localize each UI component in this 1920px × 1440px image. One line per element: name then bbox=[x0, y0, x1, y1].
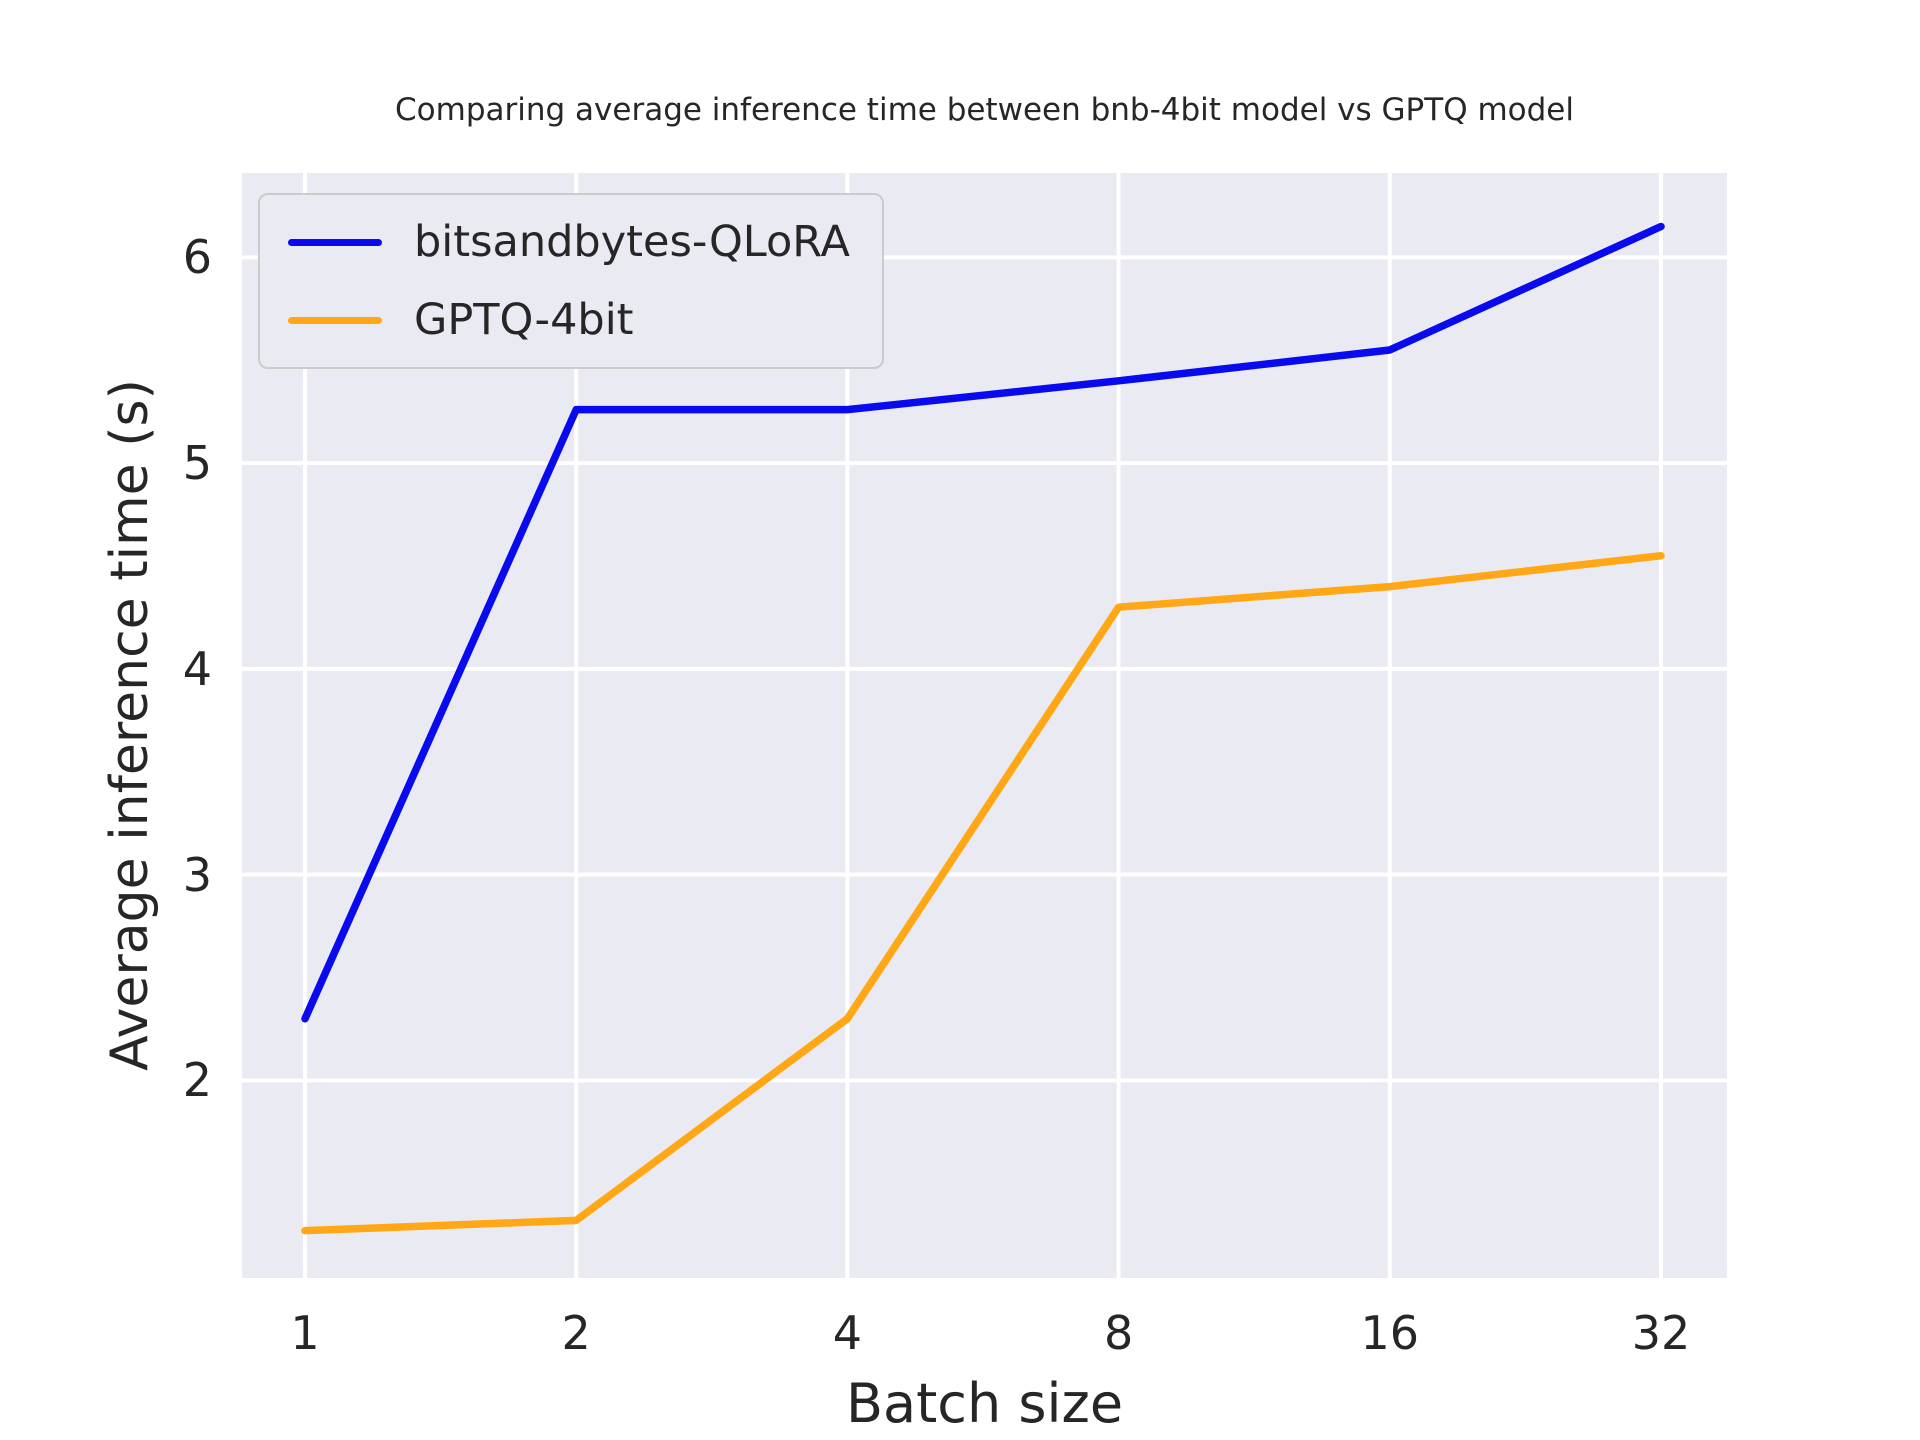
series-line-gptq-4bit bbox=[301, 551, 1665, 1235]
y-tick-label: 2 bbox=[182, 1053, 212, 1108]
x-axis-label: Batch size bbox=[845, 1372, 1124, 1435]
chart-title: Comparing average inference time between… bbox=[395, 92, 1574, 128]
legend-entry: bitsandbytes-QLoRA bbox=[288, 217, 850, 267]
x-tick-label: 2 bbox=[561, 1306, 591, 1360]
x-tick-label: 4 bbox=[832, 1306, 863, 1360]
legend-line-swatch bbox=[288, 316, 382, 324]
x-tick-label: 1 bbox=[290, 1306, 320, 1360]
y-tick-label: 4 bbox=[182, 641, 212, 696]
legend: bitsandbytes-QLoRA GPTQ-4bit bbox=[258, 193, 884, 369]
y-tick-label: 3 bbox=[182, 847, 212, 902]
legend-entry: GPTQ-4bit bbox=[288, 295, 850, 345]
legend-label: bitsandbytes-QLoRA bbox=[414, 217, 850, 267]
legend-line-swatch bbox=[288, 238, 382, 246]
x-tick-label: 16 bbox=[1360, 1306, 1420, 1360]
y-tick-label: 6 bbox=[182, 230, 212, 285]
legend-label: GPTQ-4bit bbox=[414, 295, 634, 345]
x-tick-label: 32 bbox=[1631, 1306, 1691, 1360]
y-tick-label: 5 bbox=[182, 436, 212, 491]
series-line-bitsandbytes-qlora bbox=[301, 222, 1665, 1023]
x-tick-label: 8 bbox=[1103, 1306, 1134, 1360]
